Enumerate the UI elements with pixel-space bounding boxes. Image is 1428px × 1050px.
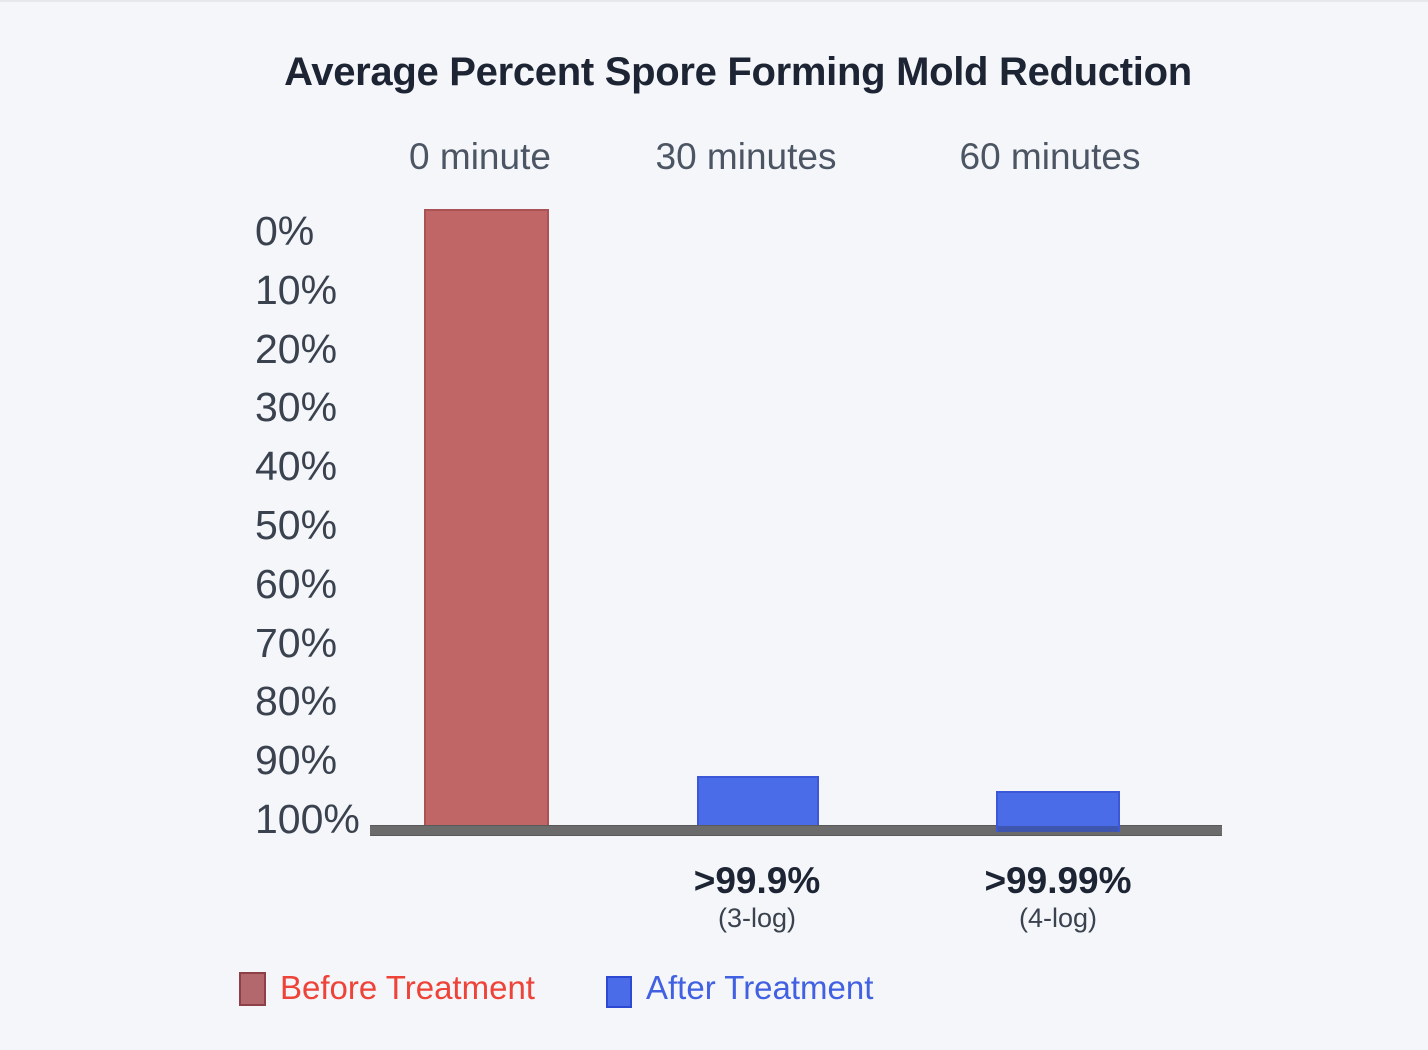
category-label-30-minutes: 30 minutes xyxy=(655,136,837,177)
chart-title: Average Percent Spore Forming Mold Reduc… xyxy=(284,50,1192,94)
y-axis-tick-40: 40% xyxy=(255,443,338,489)
y-axis-tick-100: 100% xyxy=(255,796,360,842)
y-axis-tick-10: 10% xyxy=(255,267,338,313)
y-axis-tick-60: 60% xyxy=(255,561,338,607)
y-axis-tick-0: 0% xyxy=(255,208,315,254)
bar-after-treatment-60min xyxy=(996,791,1120,832)
y-axis-tick-80: 80% xyxy=(255,678,338,724)
value-label-60min: >99.99% xyxy=(984,860,1132,901)
category-label-60-minutes: 60 minutes xyxy=(959,136,1141,177)
legend-swatch-after-treatment xyxy=(606,976,632,1008)
legend-swatch-before-treatment xyxy=(239,972,266,1006)
x-axis-baseline xyxy=(370,825,1222,836)
y-axis-tick-70: 70% xyxy=(255,620,338,666)
legend-label-after-treatment: After Treatment xyxy=(646,969,874,1006)
value-label-30min: >99.9% xyxy=(693,860,821,901)
y-axis-tick-50: 50% xyxy=(255,502,338,548)
bar-after-treatment-30min xyxy=(697,776,819,826)
bar-before-treatment-0min xyxy=(424,209,549,826)
value-sublabel-60min: (4-log) xyxy=(1018,903,1098,933)
category-label-0-minute: 0 minute xyxy=(409,136,551,177)
y-axis-tick-20: 20% xyxy=(255,326,338,372)
y-axis-tick-90: 90% xyxy=(255,737,338,783)
top-divider xyxy=(0,0,1428,2)
y-axis-tick-30: 30% xyxy=(255,384,338,430)
legend-label-before-treatment: Before Treatment xyxy=(280,969,535,1006)
value-sublabel-30min: (3-log) xyxy=(717,903,797,933)
